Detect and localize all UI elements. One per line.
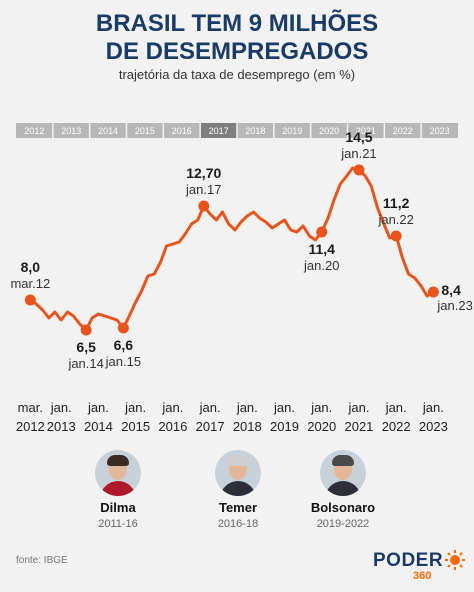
leader-name: Dilma xyxy=(100,500,136,515)
x-tick-label-year: 2021 xyxy=(344,419,373,434)
x-tick-label-month: jan. xyxy=(310,400,332,415)
leader-term: 2016-18 xyxy=(217,518,259,530)
x-tick-label-year: 2019 xyxy=(270,419,299,434)
leader-term: 2011-16 xyxy=(98,518,138,530)
logo-word: PODER xyxy=(373,550,444,571)
x-tick-label-month: jan. xyxy=(347,400,369,415)
chart-subtitle: trajetória da taxa de desemprego (em %) xyxy=(118,67,356,82)
data-label-value: 12,70 xyxy=(186,165,221,181)
portrait-dilma-icon xyxy=(95,450,141,496)
year-strip-label: 2020 xyxy=(319,126,339,136)
data-label-value: 14,5 xyxy=(345,129,372,145)
year-strip-label: 2016 xyxy=(172,126,192,136)
year-strip-label: 2013 xyxy=(61,126,81,136)
x-tick-label-month: jan. xyxy=(124,400,146,415)
leader-name: Temer xyxy=(218,500,258,515)
x-tick-label-month: jan. xyxy=(199,400,221,415)
x-tick-label-month: mar. xyxy=(18,400,43,415)
poder360-logo[interactable]: PODER 360 xyxy=(373,550,465,584)
page-title: BRASIL TEM 9 MILHÕES DE DESEMPREGADOS xyxy=(0,10,474,66)
year-strip-label: 2022 xyxy=(393,126,413,136)
x-tick-label-month: jan. xyxy=(50,400,72,415)
x-tick-label-year: 2017 xyxy=(196,419,225,434)
data-point-marker xyxy=(198,200,210,212)
data-label-value: 8,4 xyxy=(441,282,461,298)
data-point-marker xyxy=(390,230,402,242)
data-label-date: jan.15 xyxy=(105,354,141,369)
year-strip-label: 2015 xyxy=(135,126,155,136)
title-line-1: BRASIL TEM 9 MILHÕES xyxy=(95,10,379,37)
x-tick-label-month: jan. xyxy=(161,400,183,415)
x-tick-label-year: 2015 xyxy=(121,419,150,434)
x-tick-label-month: jan. xyxy=(422,400,444,415)
leader-temer: Temer 2016-18 xyxy=(168,450,308,530)
logo-sub: 360 xyxy=(413,570,432,582)
year-strip-highlight xyxy=(200,123,237,138)
x-tick-label-year: 2023 xyxy=(419,419,448,434)
x-tick-label-year: 2020 xyxy=(307,419,336,434)
data-point-marker xyxy=(316,226,328,238)
x-tick-label-year: 2012 xyxy=(16,419,45,434)
data-point-marker xyxy=(353,164,365,176)
data-label-value: 8,0 xyxy=(21,259,41,275)
data-label-date: jan.21 xyxy=(340,146,376,161)
x-tick-label-month: jan. xyxy=(236,400,258,415)
x-tick-label-year: 2013 xyxy=(47,419,76,434)
x-tick-label-year: 2018 xyxy=(233,419,262,434)
x-tick-label-month: jan. xyxy=(273,400,295,415)
data-label-date: mar.12 xyxy=(10,276,50,291)
unemployment-line-chart: 2012 2013 2014 2015 2016 2017 2018 2019 2020 2021… xyxy=(10,123,473,434)
x-tick-label-month: jan. xyxy=(385,400,407,415)
title-line-2: DE DESEMPREGADOS xyxy=(105,38,369,65)
sun-logo-icon xyxy=(445,550,465,570)
portrait-temer-icon xyxy=(215,450,261,496)
x-tick-label-month: jan. xyxy=(87,400,109,415)
data-point-marker xyxy=(427,286,439,298)
unemployment-series-line xyxy=(28,166,435,332)
year-strip-label: 2014 xyxy=(98,126,118,136)
data-label-value: 11,2 xyxy=(383,195,410,211)
year-strip-label: 2021 xyxy=(356,126,376,136)
data-point-marker xyxy=(80,324,92,336)
year-strip-label: 2019 xyxy=(282,126,302,136)
x-tick-label-year: 2022 xyxy=(382,419,411,434)
portrait-bolsonaro-icon xyxy=(320,450,366,496)
data-label-value: 6,5 xyxy=(76,339,96,355)
leader-term: 2019-2022 xyxy=(316,518,370,530)
leader-name: Bolsonaro xyxy=(310,500,376,515)
year-strip-label: 2023 xyxy=(430,126,450,136)
data-label-date: jan.17 xyxy=(185,182,221,197)
year-strip-label: 2018 xyxy=(245,126,265,136)
x-tick-label-year: 2016 xyxy=(158,419,187,434)
source-note: fonte: IBGE xyxy=(16,555,68,566)
year-strip-label: 2017 xyxy=(209,126,229,136)
data-label-value: 11,4 xyxy=(308,241,335,257)
data-label-date: jan.20 xyxy=(303,258,339,273)
data-label-date: jan.23 xyxy=(436,298,472,313)
leader-dilma: Dilma 2011-16 xyxy=(48,450,188,530)
data-label-date: jan.14 xyxy=(67,356,103,371)
leader-bolsonaro: Bolsonaro 2019-2022 xyxy=(273,450,413,530)
data-label-date: jan.22 xyxy=(377,212,413,227)
data-label-value: 6,6 xyxy=(114,337,134,353)
x-tick-label-year: 2014 xyxy=(84,419,113,434)
data-point-marker xyxy=(24,294,36,306)
data-point-marker xyxy=(117,322,129,334)
year-strip-label: 2012 xyxy=(24,126,44,136)
